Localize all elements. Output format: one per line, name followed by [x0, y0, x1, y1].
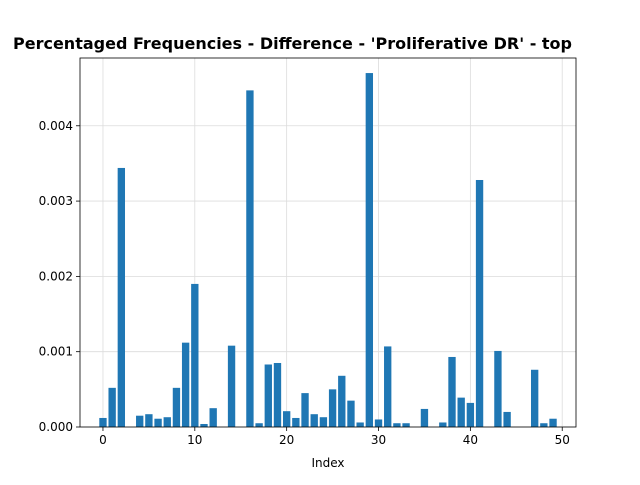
bar	[356, 422, 364, 427]
bar	[347, 400, 355, 427]
x-tick-label: 20	[279, 433, 294, 447]
bars-group	[99, 73, 557, 428]
bar	[255, 423, 263, 427]
x-tick-label: 0	[99, 433, 107, 447]
bar	[365, 73, 374, 428]
y-axis-ticks: 0.000 0.001 0.002 0.003 0.004	[39, 119, 80, 434]
bar	[439, 422, 447, 427]
bar	[393, 423, 401, 427]
bar	[246, 90, 254, 428]
bar	[117, 167, 126, 427]
bar	[475, 179, 484, 427]
bar	[328, 389, 337, 427]
x-axis-ticks: 0 10 20 30 40 50	[99, 427, 570, 447]
chart-title: Percentaged Frequencies - Difference - '…	[13, 34, 572, 53]
bar	[172, 387, 181, 427]
y-tick-label: 0.000	[39, 420, 73, 434]
bar	[420, 408, 429, 427]
bar	[457, 397, 465, 427]
bar	[549, 418, 557, 427]
bar	[402, 423, 410, 427]
bar	[301, 393, 309, 427]
bar	[191, 283, 199, 427]
bar	[466, 402, 475, 427]
y-tick-label: 0.002	[39, 269, 73, 283]
x-tick-label: 40	[463, 433, 478, 447]
bar	[273, 362, 282, 427]
bar	[209, 408, 217, 427]
bar	[181, 342, 190, 427]
bar	[310, 414, 318, 427]
x-tick-label: 10	[187, 433, 202, 447]
x-tick-label: 50	[555, 433, 570, 447]
bar	[530, 369, 539, 427]
bar	[99, 417, 107, 427]
y-tick-label: 0.001	[39, 345, 73, 359]
x-axis-label: Index	[311, 456, 344, 470]
bar	[154, 418, 162, 427]
y-tick-label: 0.004	[39, 119, 73, 133]
bar	[292, 417, 300, 427]
x-tick-label: 30	[371, 433, 386, 447]
bar	[540, 423, 548, 427]
bar	[108, 387, 116, 427]
y-tick-label: 0.003	[39, 194, 73, 208]
bar	[282, 411, 291, 427]
bar	[163, 417, 171, 427]
bar	[319, 417, 328, 427]
bar	[264, 364, 272, 427]
bar	[136, 415, 144, 427]
bar	[338, 375, 346, 427]
bar	[374, 419, 383, 427]
bar	[384, 346, 392, 427]
bar	[227, 345, 236, 427]
bar	[145, 414, 153, 427]
plot-frame	[79, 57, 577, 428]
bar	[448, 356, 456, 427]
bar	[200, 423, 208, 427]
bar	[494, 350, 502, 427]
bar	[503, 411, 511, 427]
